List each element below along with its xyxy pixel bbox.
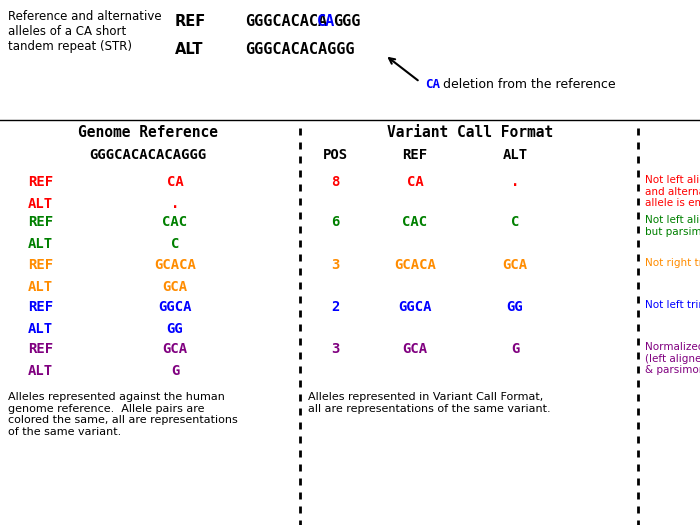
Text: GGGCACACACAGGG: GGGCACACACAGGG [90, 148, 206, 162]
Text: Not left aligned
but parsimonious: Not left aligned but parsimonious [645, 215, 700, 237]
Text: CAC: CAC [162, 215, 188, 229]
Text: GG: GG [507, 300, 524, 314]
Text: CA: CA [317, 14, 335, 29]
Text: GG: GG [167, 322, 183, 336]
Text: GCA: GCA [162, 342, 188, 356]
Text: REF: REF [28, 300, 53, 314]
Text: C: C [171, 237, 179, 251]
Text: GGCA: GGCA [158, 300, 192, 314]
Text: REF: REF [28, 342, 53, 356]
Text: GCA: GCA [162, 280, 188, 294]
Text: POS: POS [323, 148, 348, 162]
Text: CA: CA [407, 175, 424, 189]
Text: Not left aligned
and alternate
allele is empty: Not left aligned and alternate allele is… [645, 175, 700, 208]
Text: G: G [171, 364, 179, 378]
Text: ALT: ALT [28, 322, 53, 336]
Text: ALT: ALT [28, 364, 53, 378]
Text: Normalized
(left aligned
& parsimonious): Normalized (left aligned & parsimonious) [645, 342, 700, 375]
Text: GCA: GCA [402, 342, 428, 356]
Text: ALT: ALT [175, 42, 204, 57]
Text: Alleles represented against the human
genome reference.  Allele pairs are
colore: Alleles represented against the human ge… [8, 392, 238, 437]
Text: Variant Call Format: Variant Call Format [387, 125, 553, 140]
Text: GGGCACACA: GGGCACACA [245, 14, 327, 29]
Text: 3: 3 [331, 258, 340, 272]
Text: REF: REF [28, 258, 53, 272]
Text: GGG: GGG [333, 14, 360, 29]
Text: CAC: CAC [402, 215, 428, 229]
Text: Genome Reference: Genome Reference [78, 125, 218, 140]
Text: REF: REF [28, 215, 53, 229]
Text: 6: 6 [331, 215, 340, 229]
Text: 2: 2 [331, 300, 340, 314]
Text: C: C [511, 215, 519, 229]
Text: ALT: ALT [28, 197, 53, 211]
Text: GCACA: GCACA [154, 258, 196, 272]
Text: .: . [511, 175, 519, 189]
Text: GGCA: GGCA [398, 300, 432, 314]
Text: REF: REF [28, 175, 53, 189]
Text: G: G [511, 342, 519, 356]
Text: ALT: ALT [28, 237, 53, 251]
Text: deletion from the reference: deletion from the reference [439, 78, 615, 91]
Text: 8: 8 [331, 175, 340, 189]
Text: 3: 3 [331, 342, 340, 356]
Text: Alleles represented in Variant Call Format,
all are representations of the same : Alleles represented in Variant Call Form… [308, 392, 551, 414]
Text: Reference and alternative
alleles of a CA short
tandem repeat (STR): Reference and alternative alleles of a C… [8, 10, 162, 53]
Text: .: . [171, 197, 179, 211]
Text: REF: REF [402, 148, 428, 162]
Text: GGGCACACAGGG: GGGCACACAGGG [245, 42, 354, 57]
Text: Not left trimmed: Not left trimmed [645, 300, 700, 310]
Text: GCACA: GCACA [394, 258, 436, 272]
Text: CA: CA [425, 78, 440, 91]
Text: REF: REF [175, 14, 206, 29]
Text: Not right trimmed: Not right trimmed [645, 258, 700, 268]
Text: GCA: GCA [503, 258, 528, 272]
Text: ALT: ALT [503, 148, 528, 162]
Text: ALT: ALT [28, 280, 53, 294]
Text: CA: CA [167, 175, 183, 189]
